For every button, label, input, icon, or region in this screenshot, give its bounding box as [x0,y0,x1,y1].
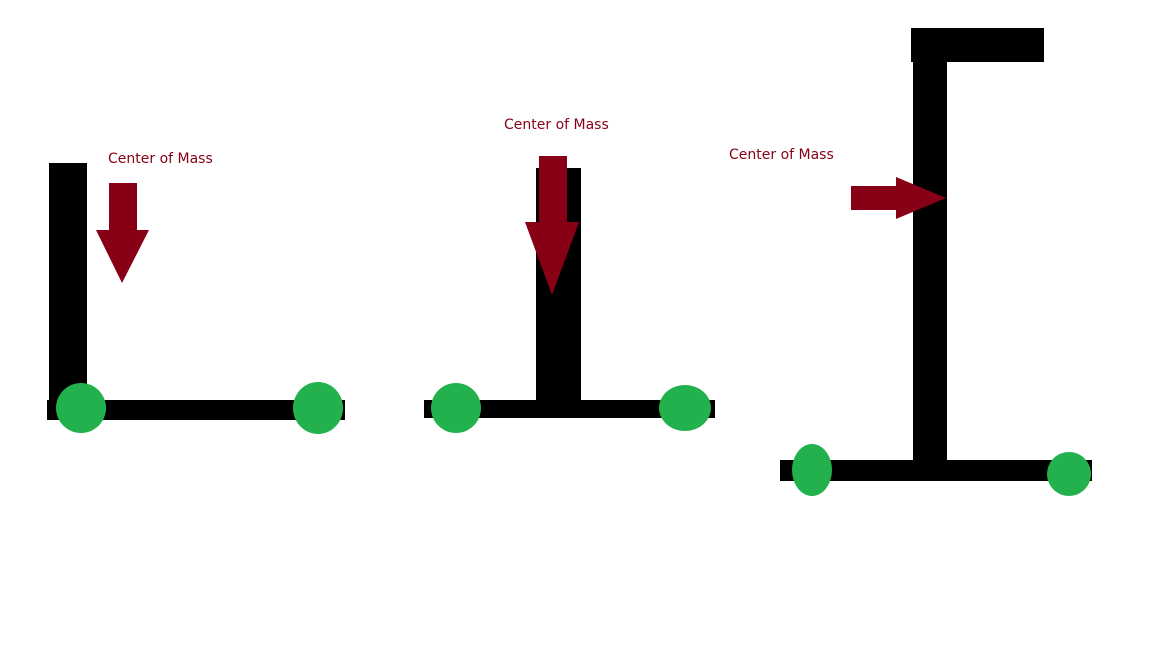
vertical-bar [49,163,87,405]
vertical-bar [913,28,947,466]
figure-l-shape: Center of Mass [47,151,345,434]
figure-inverted-t: Center of Mass [424,117,715,433]
center-of-mass-label: Center of Mass [729,147,834,163]
support-left [792,444,832,496]
support-left [431,383,481,433]
horizontal-bar [424,400,715,418]
center-of-mass-label: Center of Mass [504,117,609,133]
center-of-mass-arrow-down [525,156,579,295]
center-of-mass-arrow-down [96,183,149,283]
support-right [293,382,343,434]
bottom-bar [780,460,1092,481]
figure-i-shape: Center of Mass [729,28,1092,496]
center-of-mass-arrow-right [851,177,946,219]
horizontal-bar [47,400,345,420]
support-right [659,385,711,431]
support-right [1047,452,1091,496]
center-of-mass-label: Center of Mass [108,151,213,167]
support-left [56,383,106,433]
